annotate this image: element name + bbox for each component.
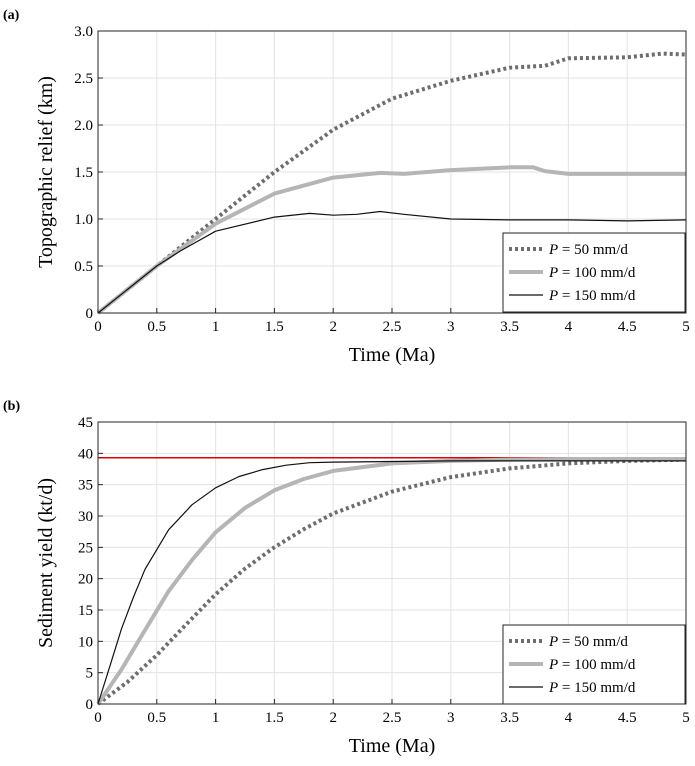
chart-0-x-tick-label: 2.5 [383,319,402,335]
chart-1-x-tick-label: 2.5 [383,710,402,726]
chart-0-x-tick-label: 2 [329,319,337,335]
chart-1-axes-frame [97,421,687,705]
chart-1-panel-label: (b) [3,399,20,414]
chart-1-legend-label-value-1: = 100 mm/d [558,657,636,673]
chart-0-legend-label-var-2: P [548,288,558,304]
chart-1-legend-label-2: P = 150 mm/d [548,680,636,696]
chart-0-x-tick-label: 5 [682,319,690,335]
chart-1-x-tick-label: 1 [212,710,220,726]
chart-1-y-tick-label: 0 [86,697,94,713]
chart-1-x-tick-label: 4 [565,710,573,726]
chart-0-legend-label-value-1: = 100 mm/d [558,265,636,281]
chart-1-y-tick-label: 30 [78,509,93,525]
chart-0-legend-label-value-0: = 50 mm/d [558,242,628,258]
chart-0-legend-label-var-1: P [548,265,558,281]
chart-0-series-line-2 [97,210,687,314]
chart-1-x-tick-label: 3 [447,710,455,726]
chart-1-legend-label-value-0: = 50 mm/d [558,634,628,650]
chart-1-y-tick-label: 25 [78,540,93,556]
chart-1-x-tick-label: 0.5 [147,710,166,726]
chart-0-y-tick-label: 1.0 [74,212,93,228]
chart-1-legend: P = 50 mm/dP = 100 mm/dP = 150 mm/d [502,624,686,705]
chart-1-legend-label-0: P = 50 mm/d [548,634,628,650]
chart-1-panel: (b) 0 0.5 1 1.5 2 2.5 3 3.5 4 4.5 5 0 5 10 15 20 25 30 35 40… [3,399,690,757]
chart-0-y-tick-label: 1.5 [74,165,93,181]
chart-1-x-tick-label: 2 [329,710,337,726]
chart-0-y-tick-label: 3.0 [74,24,93,40]
chart-1-x-tick-label: 3.5 [500,710,519,726]
chart-1-x-tick-label: 4.5 [618,710,637,726]
chart-1-legend-label-var-2: P [548,680,558,696]
chart-0-panel: (a) 0 0.5 1 1.5 2 2.5 3 3.5 4 4.5 5 0 0.5 1.0 1.5 2.0 2.5… [3,8,690,366]
chart-1-y-tick-label: 15 [78,603,93,619]
chart-0-y-axis-title: Topographic relief (km) [35,76,57,268]
chart-1-x-tick-label: 0 [94,710,102,726]
chart-0-panel-label: (a) [3,8,20,23]
chart-0-legend-label-var-0: P [548,242,558,258]
chart-1-y-axis-title: Sediment yield (kt/d) [35,478,57,648]
chart-1-y-tick-label: 45 [78,415,93,431]
chart-1-legend-label-var-0: P [548,634,558,650]
chart-0-x-tick-label: 4.5 [618,319,637,335]
chart-0-x-tick-label: 3.5 [500,319,519,335]
chart-0-x-axis-title: Time (Ma) [349,344,435,366]
chart-1-y-tick-label: 20 [78,572,93,588]
chart-0-y-tick-label: 2.0 [74,118,93,134]
chart-1-y-tick-label: 40 [78,446,93,462]
chart-0-y-tick-label: 0 [86,306,94,322]
chart-1-legend-label-var-1: P [548,657,558,673]
chart-0-x-tick-label: 0 [94,319,102,335]
chart-1-y-tick-label: 35 [78,478,93,494]
chart-0-legend-label-2: P = 150 mm/d [548,288,636,304]
chart-1-series-line-2 [97,460,686,705]
chart-1-series-line-0 [96,457,687,706]
chart-1-x-tick-label: 1.5 [265,710,284,726]
chart-1-legend-label-1: P = 100 mm/d [548,657,636,673]
chart-0-legend-label-value-2: = 150 mm/d [558,288,636,304]
chart-1-x-axis-title: Time (Ma) [349,735,435,757]
chart-0-x-tick-label: 3 [447,319,455,335]
chart-0-legend-label-1: P = 100 mm/d [548,265,636,281]
chart-0-axes-frame [97,30,687,314]
chart-1-x-tick-label: 5 [682,710,690,726]
chart-0-series-line-1 [96,165,686,315]
chart-0-x-tick-label: 1.5 [265,319,284,335]
chart-0-x-tick-label: 1 [212,319,220,335]
chart-0-x-tick-label: 0.5 [147,319,166,335]
chart-0-legend: P = 50 mm/dP = 100 mm/dP = 150 mm/d [502,232,686,313]
chart-0-series-line-0 [96,51,687,315]
chart-1-y-tick-label: 10 [78,634,93,650]
chart-0-legend-label-0: P = 50 mm/d [548,242,628,258]
chart-0-y-tick-label: 2.5 [74,71,93,87]
chart-0-y-tick-label: 0.5 [74,259,93,275]
chart-0-x-tick-label: 4 [565,319,573,335]
chart-1-series-line-1 [96,457,686,706]
chart-1-legend-label-value-2: = 150 mm/d [558,680,636,696]
chart-1-y-tick-label: 5 [86,666,94,682]
